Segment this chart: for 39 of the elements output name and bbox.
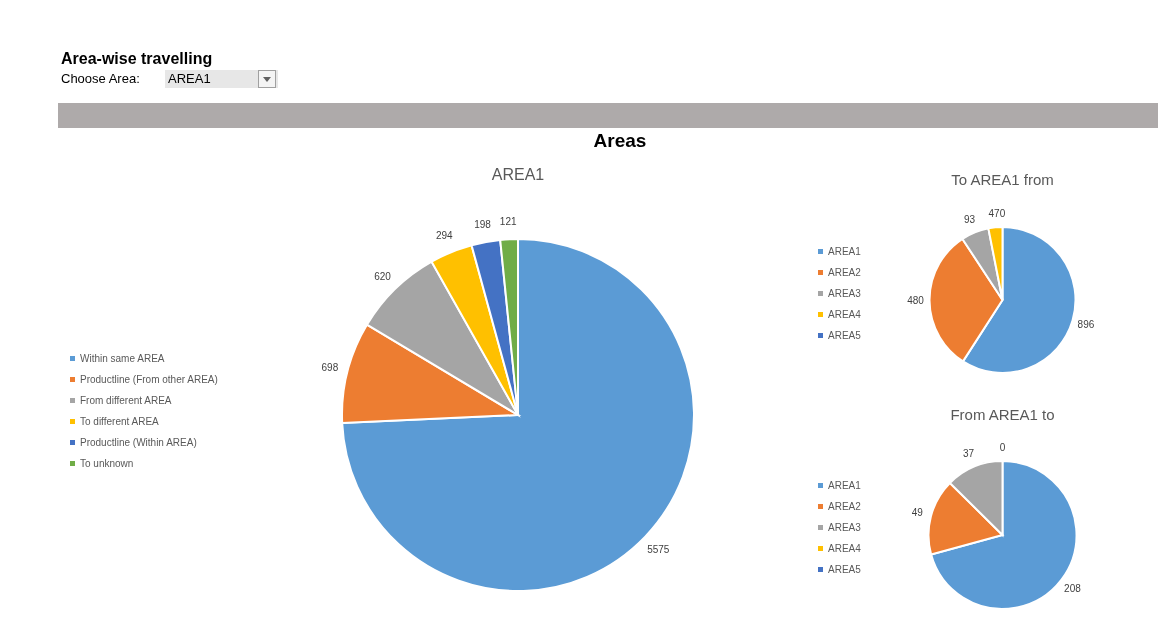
legend-label: AREA2: [828, 501, 861, 512]
data-label: 5575: [647, 543, 670, 555]
legend-label: AREA1: [828, 246, 861, 257]
legend-label: From different AREA: [80, 395, 172, 406]
data-label: 620: [374, 270, 392, 282]
data-label: 198: [474, 218, 492, 230]
text: 0: [999, 207, 1006, 219]
data-label: 698: [321, 362, 339, 374]
pie-slice: [341, 238, 695, 592]
data-label: 49: [911, 507, 924, 519]
legend-label: AREA4: [828, 543, 861, 554]
data-label: 93: [964, 213, 976, 225]
text: 0: [999, 441, 1006, 453]
data-label: 208: [1064, 582, 1082, 594]
text: Areas: [592, 130, 648, 152]
data-label: 294: [435, 230, 454, 242]
text: Area-wise travelling: [61, 50, 213, 68]
legend-label: Within same AREA: [80, 353, 165, 364]
text: AREA1: [165, 70, 278, 88]
legend-label: AREA1: [828, 480, 861, 491]
legend-label: To unknown: [80, 458, 134, 469]
legend-label: Productline (From other AREA): [80, 374, 218, 385]
data-label: 480: [907, 294, 925, 306]
legend-label: AREA3: [828, 288, 861, 299]
legend-label: To different AREA: [80, 416, 159, 427]
legend-label: AREA5: [828, 564, 861, 575]
legend-label: Productline (Within AREA): [80, 437, 197, 448]
legend-label: AREA2: [828, 267, 861, 278]
chart-title: From AREA1 to: [949, 406, 1056, 423]
data-label: 47: [988, 207, 1001, 219]
legend-label: AREA3: [828, 522, 861, 533]
chart-title: To AREA1 from: [950, 171, 1055, 188]
legend-label: AREA4: [828, 309, 861, 320]
chart-title: AREA1: [490, 166, 546, 184]
legend-label: AREA5: [828, 330, 861, 341]
data-label: 37: [963, 448, 975, 460]
text: Choose Area:: [61, 71, 140, 86]
data-label: 896: [1077, 319, 1095, 331]
data-label: 121: [499, 215, 517, 227]
